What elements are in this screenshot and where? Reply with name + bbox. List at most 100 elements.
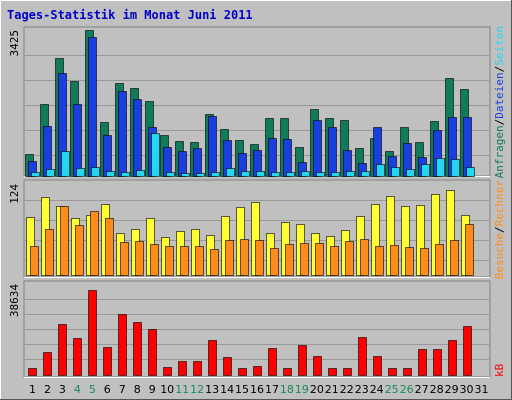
rechner-bar: [375, 246, 384, 276]
rechner-bar: [330, 246, 339, 276]
day-label: 4: [74, 383, 81, 396]
series-label-part: Seiten: [493, 26, 506, 66]
dateien-bar: [283, 139, 292, 177]
rechner-bar: [195, 246, 204, 276]
seiten-bar: [361, 171, 370, 177]
chart-title: Tages-Statistik im Monat Juni 2011: [7, 8, 253, 22]
kb-bar: [133, 322, 142, 376]
rechner-bar: [345, 241, 354, 276]
rechner-bar: [390, 245, 399, 276]
kb-bar: [88, 290, 97, 376]
seiten-bar: [241, 171, 250, 177]
kb-bar: [448, 340, 457, 376]
day-label: 19: [295, 383, 309, 396]
rechner-bar: [450, 240, 459, 276]
rechner-bar: [45, 229, 54, 276]
seiten-bar: [421, 164, 430, 177]
seiten-bar: [301, 171, 310, 177]
series-label-part: kB: [493, 363, 506, 377]
dateien-bar: [103, 135, 112, 177]
dateien-bar: [133, 99, 142, 177]
series-label-part: Anfragen: [493, 125, 506, 178]
dateien-bar: [328, 127, 337, 177]
day-label: 29: [445, 383, 459, 396]
kb-bar: [343, 368, 352, 376]
kb-bar: [358, 337, 367, 376]
kb-bar: [103, 347, 112, 376]
seiten-bar: [61, 151, 70, 177]
day-label: 27: [415, 383, 429, 396]
rechner-bar: [180, 246, 189, 276]
day-label: 28: [430, 383, 444, 396]
kb-bar: [238, 368, 247, 376]
kb-bar: [268, 348, 277, 376]
kb-bar: [73, 338, 82, 376]
kb-bar: [28, 368, 37, 376]
seiten-bar: [256, 171, 265, 177]
rechner-bar: [240, 239, 249, 276]
seiten-bar: [286, 172, 295, 177]
day-label: 7: [119, 383, 126, 396]
bottom-panel: [23, 280, 491, 378]
kb-bar: [388, 368, 397, 376]
kb-bar: [118, 314, 127, 376]
y-max-label: 38634: [8, 284, 21, 317]
day-label: 16: [250, 383, 264, 396]
kb-bar: [163, 367, 172, 376]
seiten-bar: [106, 171, 115, 177]
day-label: 5: [89, 383, 96, 396]
seiten-bar: [271, 172, 280, 177]
rechner-bar: [225, 240, 234, 276]
day-label: 1: [29, 383, 36, 396]
seiten-bar: [466, 167, 475, 177]
dateien-bar: [43, 126, 52, 177]
series-label-part: /: [493, 119, 506, 126]
rechner-bar: [255, 240, 264, 276]
series-label-part: Rechner: [493, 180, 506, 227]
rechner-bar: [360, 239, 369, 276]
series-label-part: Besuche: [493, 233, 506, 279]
day-label: 23: [355, 383, 369, 396]
day-label: 6: [104, 383, 111, 396]
kb-bar: [193, 361, 202, 376]
rechner-bar: [210, 249, 219, 276]
dateien-bar: [88, 37, 97, 177]
day-label: 9: [149, 383, 156, 396]
x-axis-day-labels: 1 2 3 4 5 6 7 8 9 10 11 12 13 14 15 16 17 18 19 20 21 22 23 24 2…: [29, 383, 489, 396]
series-label-middle: Besuche/Rechner: [493, 180, 506, 280]
seiten-bar: [226, 168, 235, 177]
kb-bar: [418, 349, 427, 376]
rechner-bar: [120, 242, 129, 276]
seiten-bar: [211, 172, 220, 177]
day-label: 20: [310, 383, 324, 396]
day-label: 30: [460, 383, 474, 396]
seiten-bar: [406, 169, 415, 177]
kb-bar: [403, 368, 412, 376]
rechner-bar: [285, 244, 294, 276]
seiten-bar: [181, 173, 190, 177]
kb-bar: [328, 368, 337, 376]
seiten-bar: [391, 167, 400, 177]
kb-bar: [373, 356, 382, 376]
day-label: 18: [280, 383, 294, 396]
kb-bar: [253, 366, 262, 376]
kb-bar: [58, 324, 67, 376]
rechner-bar: [150, 244, 159, 276]
rechner-bar: [405, 247, 414, 276]
day-label: 10: [160, 383, 174, 396]
rechner-bar: [270, 248, 279, 276]
rechner-bar: [75, 225, 84, 276]
seiten-bar: [316, 172, 325, 177]
rechner-bar: [135, 241, 144, 276]
panels: [23, 26, 491, 378]
series-label-part: /: [493, 66, 506, 73]
kb-bar: [148, 329, 157, 376]
seiten-bar: [136, 170, 145, 177]
series-label-bottom: kB: [493, 363, 506, 377]
series-label-top: Anfragen/Dateien/Seiten: [493, 26, 506, 178]
seiten-bar: [121, 172, 130, 177]
seiten-bar: [151, 133, 160, 177]
seiten-bar: [331, 172, 340, 177]
